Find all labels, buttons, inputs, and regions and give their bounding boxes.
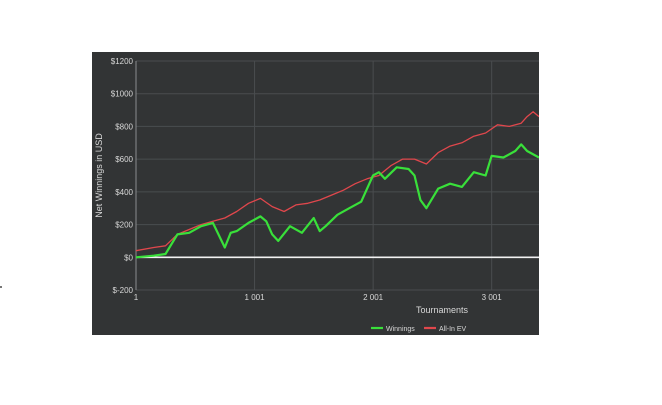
all-in-ev-line <box>135 111 539 252</box>
line-chart: $-200 $0 $200 $400 $600 $800 $1000 $1200 1 1 001… <box>94 57 539 333</box>
chart-panel: $-200 $0 $200 $400 $600 $800 $1000 $1200 1 1 001… <box>92 52 539 335</box>
y-tick-labels: $-200 $0 $200 $400 $600 $800 $1000 $1200 <box>111 57 134 295</box>
x-tick-label: 2 001 <box>363 293 384 302</box>
y-tick-label: $800 <box>115 122 133 131</box>
y-tick-label: $400 <box>115 188 133 197</box>
legend-label-all-in-ev: All-In EV <box>439 326 467 333</box>
y-tick-label: $0 <box>124 253 133 262</box>
series-lines <box>135 111 539 259</box>
y-tick-label: $1200 <box>111 57 134 66</box>
x-tick-labels: 1 1 001 2 001 3 001 <box>134 293 502 302</box>
grid-lines <box>136 60 539 291</box>
y-tick-label: $600 <box>115 155 133 164</box>
x-axis-label: Tournaments <box>416 305 469 315</box>
winnings-line <box>135 143 539 259</box>
y-tick-label: $-200 <box>113 286 134 295</box>
legend: Winnings All-In EV <box>371 326 467 333</box>
y-axis-label: Net Winnings in USD <box>94 133 104 218</box>
stray-mark <box>0 286 2 288</box>
axes <box>135 61 539 290</box>
y-tick-label: $1000 <box>111 90 134 99</box>
y-tick-label: $200 <box>115 221 133 230</box>
x-tick-label: 1 001 <box>245 293 266 302</box>
x-tick-label: 3 001 <box>482 293 503 302</box>
legend-label-winnings: Winnings <box>386 326 415 333</box>
x-tick-label: 1 <box>134 293 139 302</box>
